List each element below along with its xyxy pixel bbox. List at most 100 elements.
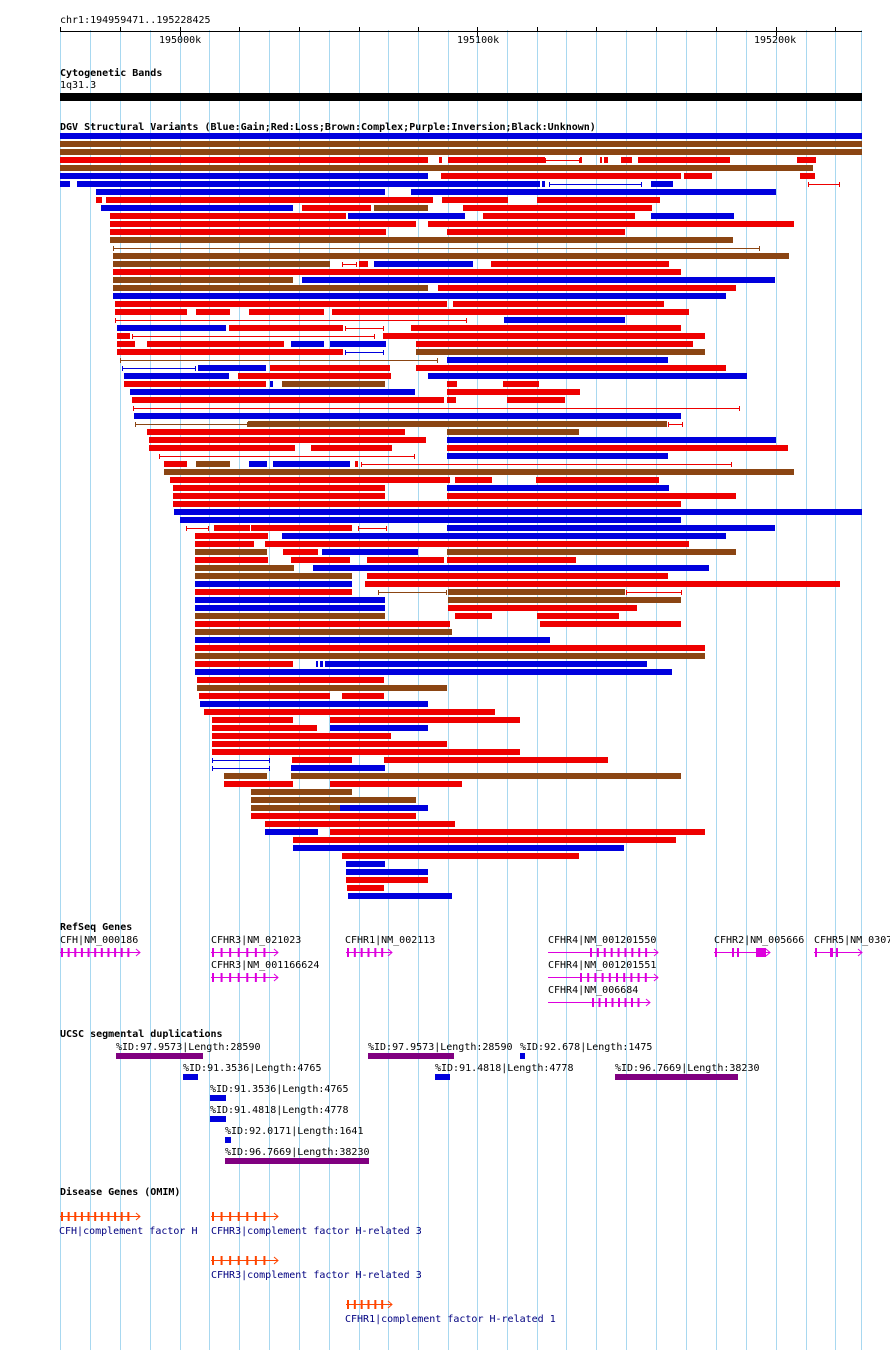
dgv-variant[interactable] [117,341,135,347]
segdup-bar[interactable] [225,1158,369,1164]
dgv-variant[interactable] [195,661,293,667]
dgv-variant[interactable] [170,477,450,483]
gene-exon[interactable] [229,1212,232,1221]
dgv-variant[interactable] [130,389,415,395]
gene-strand-arrow[interactable] [857,948,863,957]
segdup-bar[interactable] [116,1053,203,1059]
dgv-variant[interactable] [536,477,659,483]
gene-exon[interactable] [212,973,214,982]
dgv-variant[interactable] [113,285,428,291]
gene-exon[interactable] [94,1212,97,1221]
dgv-variant[interactable] [113,277,293,283]
refseq-gene-label[interactable]: CFHR2|NM_005666 [714,935,805,946]
dgv-variant[interactable] [447,429,579,435]
dgv-variant[interactable] [447,389,580,395]
segdup-bar[interactable] [210,1116,226,1122]
dgv-variant[interactable] [330,341,386,347]
dgv-variant[interactable] [173,501,681,507]
dgv-variant[interactable] [214,525,250,531]
dgv-variant[interactable] [483,213,635,219]
dgv-variant[interactable] [540,621,681,627]
dgv-variant[interactable] [115,301,447,307]
gene-exon[interactable] [120,948,123,957]
gene-exon[interactable] [114,948,117,957]
gene-exon[interactable] [80,948,83,957]
refseq-gene-model[interactable] [548,973,659,982]
gene-exon[interactable] [596,948,599,957]
gene-exon[interactable] [592,998,594,1007]
gene-exon[interactable] [836,948,838,957]
omim-gene-label[interactable]: CFHR3|complement factor H-related 3 [211,1270,422,1281]
dgv-variant[interactable] [117,325,226,331]
dgv-variant[interactable] [346,861,385,867]
dgv-variant[interactable] [316,661,318,667]
dgv-variant[interactable] [195,653,705,659]
dgv-variant[interactable] [195,645,705,651]
gene-exon[interactable] [127,1212,130,1221]
segdup-label[interactable]: %ID:91.4818|Length:4778 [435,1063,574,1074]
dgv-variant[interactable] [251,813,416,819]
gene-exon[interactable] [74,948,77,957]
dgv-variant[interactable] [265,829,318,835]
gene-exon[interactable] [644,973,647,982]
dgv-variant[interactable] [537,197,660,203]
gene-exon[interactable] [220,948,223,957]
dgv-variant[interactable] [291,557,350,563]
dgv-variant[interactable] [447,381,457,387]
gene-exon[interactable] [254,948,257,957]
gene-strand-arrow[interactable] [135,1212,141,1221]
segdup-label[interactable]: %ID:97.9573|Length:28590 [116,1042,261,1053]
gene-exon[interactable] [246,948,249,957]
gene-exon[interactable] [212,1256,214,1265]
gene-exon[interactable] [732,948,734,957]
segdup-label[interactable]: %ID:96.7669|Length:38230 [225,1147,370,1158]
dgv-variant[interactable] [797,157,816,163]
segdup-bar[interactable] [520,1053,525,1059]
gene-exon[interactable] [715,948,717,957]
segdup-bar[interactable] [435,1074,450,1080]
dgv-variant[interactable] [224,773,267,779]
dgv-variant[interactable] [251,797,416,803]
gene-exon[interactable] [353,1300,356,1309]
gene-strand-arrow[interactable] [273,1256,279,1265]
refseq-gene-label[interactable]: CFHR1|NM_002113 [345,935,436,946]
dgv-variant[interactable] [411,189,776,195]
omim-gene-label[interactable]: CFHR1|complement factor H-related 1 [345,1314,556,1325]
dgv-variant[interactable] [238,373,391,379]
gene-exon[interactable] [87,1212,90,1221]
gene-strand-arrow[interactable] [387,948,393,957]
segdup-label[interactable]: %ID:91.4818|Length:4778 [210,1105,349,1116]
dgv-variant[interactable] [282,533,726,539]
gene-exon[interactable] [611,998,614,1007]
dgv-variant[interactable] [197,685,447,691]
gene-exon[interactable] [87,948,90,957]
dgv-variant[interactable] [447,485,669,491]
refseq-gene-label[interactable]: CFHR4|NM_006684 [548,985,639,996]
dgv-variant[interactable] [347,885,384,891]
refseq-gene-model[interactable] [211,948,279,957]
dgv-variant[interactable] [342,853,579,859]
dgv-variant[interactable] [455,613,492,619]
dgv-variant[interactable] [204,709,495,715]
gene-exon[interactable] [254,973,257,982]
gene-exon[interactable] [100,948,103,957]
dgv-variant[interactable] [439,157,442,163]
dgv-variant[interactable] [455,477,492,483]
segdup-bar[interactable] [225,1137,231,1143]
dgv-variant[interactable] [283,549,318,555]
dgv-variant[interactable] [604,157,608,163]
dgv-variant[interactable] [330,725,428,731]
omim-gene-model[interactable] [211,1212,279,1221]
gene-exon[interactable] [263,1212,266,1221]
dgv-variant[interactable] [149,445,295,451]
dgv-variant[interactable] [447,453,668,459]
dgv-variant[interactable] [332,309,689,315]
gene-strand-arrow[interactable] [653,948,659,957]
gene-exon[interactable] [67,948,70,957]
dgv-variant[interactable] [101,205,293,211]
dgv-variant[interactable] [542,181,545,187]
dgv-variant[interactable] [504,317,625,323]
dgv-variant[interactable] [600,157,602,163]
dgv-variant[interactable] [330,717,520,723]
gene-exon[interactable] [610,948,613,957]
